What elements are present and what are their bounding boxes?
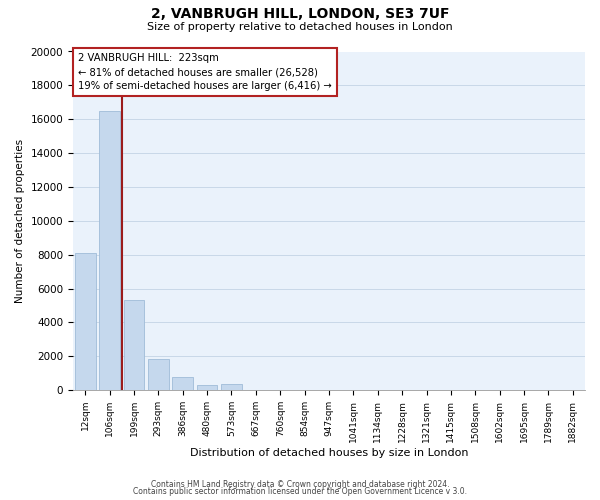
Bar — [75, 253, 95, 390]
Bar — [99, 111, 120, 390]
Y-axis label: Number of detached properties: Number of detached properties — [15, 138, 25, 303]
Text: 2, VANBRUGH HILL, LONDON, SE3 7UF: 2, VANBRUGH HILL, LONDON, SE3 7UF — [151, 8, 449, 22]
X-axis label: Distribution of detached houses by size in London: Distribution of detached houses by size … — [190, 448, 468, 458]
Bar — [148, 359, 169, 390]
Text: 2 VANBRUGH HILL:  223sqm
← 81% of detached houses are smaller (26,528)
19% of se: 2 VANBRUGH HILL: 223sqm ← 81% of detache… — [78, 53, 332, 91]
Bar — [124, 300, 145, 390]
Text: Contains public sector information licensed under the Open Government Licence v : Contains public sector information licen… — [133, 487, 467, 496]
Text: Contains HM Land Registry data © Crown copyright and database right 2024.: Contains HM Land Registry data © Crown c… — [151, 480, 449, 489]
Bar — [221, 384, 242, 390]
Bar — [197, 386, 217, 390]
Bar — [172, 377, 193, 390]
Text: Size of property relative to detached houses in London: Size of property relative to detached ho… — [147, 22, 453, 32]
